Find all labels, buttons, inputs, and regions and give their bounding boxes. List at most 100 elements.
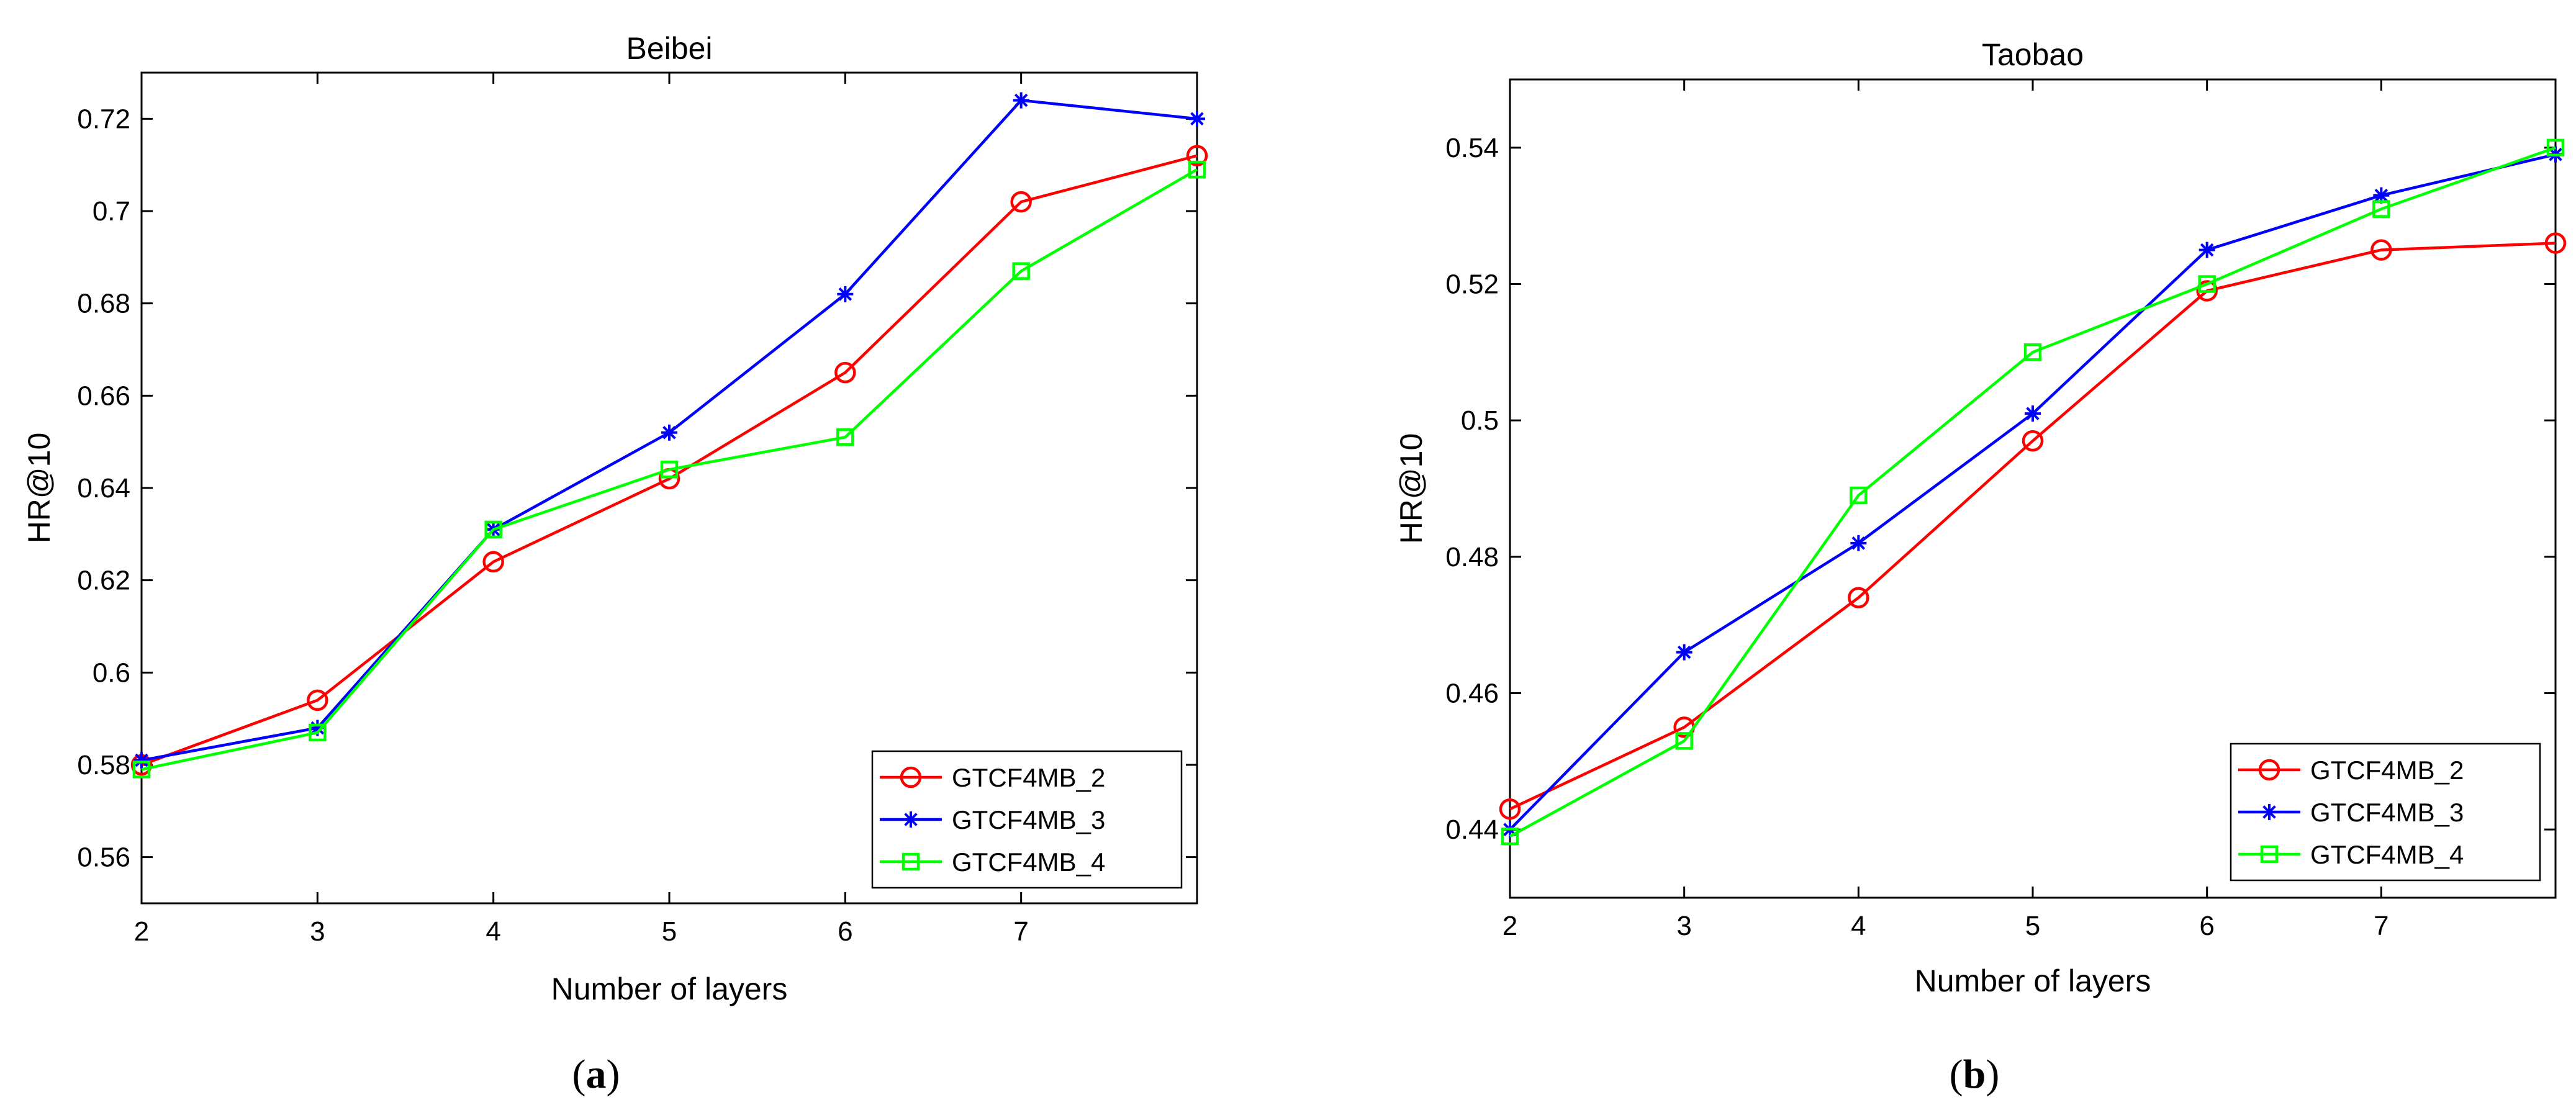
caption-open: ( bbox=[1950, 1052, 1963, 1097]
data-point bbox=[834, 361, 856, 384]
x-tick-label: 6 bbox=[838, 916, 852, 947]
chart-title: Beibei bbox=[626, 31, 713, 66]
data-point bbox=[2372, 200, 2390, 218]
data-point bbox=[1013, 92, 1029, 109]
data-point bbox=[1676, 644, 1692, 661]
y-axis-title: HR@10 bbox=[1394, 433, 1429, 544]
x-tick-label: 5 bbox=[662, 916, 677, 947]
data-point bbox=[1188, 160, 1206, 179]
series-line bbox=[141, 168, 1198, 771]
legend-marker bbox=[2258, 759, 2280, 781]
y-tick-label: 0.66 bbox=[77, 381, 130, 411]
legend-marker bbox=[902, 852, 920, 871]
legend-label: GTCF4MB_3 bbox=[952, 805, 1105, 834]
data-point bbox=[2023, 343, 2042, 361]
y-axis-title: HR@10 bbox=[22, 433, 56, 544]
legend-entry: GTCF4MB_3 bbox=[2238, 798, 2464, 827]
data-point bbox=[2198, 275, 2216, 293]
legend-marker bbox=[2260, 845, 2279, 864]
x-axis-title: Number of layers bbox=[551, 972, 788, 1006]
chart-title: Taobao bbox=[1982, 37, 2084, 72]
caption-letter: b bbox=[1963, 1052, 1986, 1097]
data-point bbox=[1012, 262, 1030, 280]
panel-caption: (b) bbox=[1950, 1052, 2000, 1097]
data-point bbox=[1501, 827, 1519, 846]
data-point bbox=[482, 551, 504, 573]
data-point bbox=[1675, 732, 1693, 750]
data-point bbox=[661, 424, 677, 441]
data-point bbox=[307, 689, 328, 711]
legend-entry: GTCF4MB_4 bbox=[880, 847, 1105, 877]
x-tick-label: 4 bbox=[1851, 911, 1866, 941]
data-point bbox=[132, 761, 151, 779]
series-line bbox=[1509, 242, 2556, 811]
legend-marker bbox=[2261, 804, 2277, 820]
legend-label: GTCF4MB_4 bbox=[952, 847, 1105, 877]
data-point bbox=[1850, 535, 1867, 551]
data-point bbox=[484, 520, 502, 539]
data-point bbox=[660, 461, 679, 479]
y-tick-label: 0.6 bbox=[93, 657, 130, 688]
data-point bbox=[2022, 430, 2044, 452]
x-tick-label: 3 bbox=[310, 916, 325, 947]
series-gtcf4mb-2 bbox=[130, 145, 1208, 776]
legend: GTCF4MB_2 GTCF4MB_3 GTCF4MB_4 bbox=[2230, 743, 2541, 882]
panel-caption: (a) bbox=[572, 1052, 620, 1097]
y-tick-label: 0.7 bbox=[93, 196, 130, 227]
x-tick-label: 2 bbox=[134, 916, 149, 947]
data-point bbox=[2025, 405, 2041, 422]
legend-label: GTCF4MB_2 bbox=[2310, 756, 2464, 785]
chart-1: Beibei 0.56 0.58 0.6 0.62 0.64 0.66 0.68 0.7 0.72… bbox=[22, 31, 1208, 1097]
legend-entry: GTCF4MB_2 bbox=[880, 763, 1105, 792]
series-line bbox=[1509, 146, 2556, 838]
legend-marker bbox=[903, 811, 919, 828]
data-point bbox=[2370, 239, 2392, 261]
series-line bbox=[1509, 153, 2556, 831]
legend-marker bbox=[900, 766, 922, 788]
legend-label: GTCF4MB_4 bbox=[2310, 840, 2464, 869]
data-point bbox=[1499, 798, 1521, 820]
legend-entry: GTCF4MB_3 bbox=[880, 805, 1105, 834]
series-line bbox=[141, 154, 1198, 767]
data-point bbox=[2546, 138, 2565, 157]
data-point bbox=[2544, 232, 2567, 254]
y-tick-label: 0.44 bbox=[1445, 815, 1499, 845]
legend: GTCF4MB_2 GTCF4MB_3 GTCF4MB_4 bbox=[871, 750, 1183, 889]
data-point bbox=[837, 286, 854, 302]
data-point bbox=[1010, 191, 1032, 213]
x-tick-label: 6 bbox=[2199, 911, 2214, 941]
series-gtcf4mb-2 bbox=[1499, 232, 2567, 820]
data-point bbox=[1850, 486, 1868, 505]
data-point bbox=[1848, 587, 1869, 608]
x-axis-title: Number of layers bbox=[1915, 964, 2151, 998]
caption-letter: a bbox=[586, 1052, 607, 1097]
data-point bbox=[1189, 111, 1205, 127]
x-tick-label: 2 bbox=[1503, 911, 1517, 941]
data-point bbox=[2196, 280, 2218, 302]
y-tick-label: 0.52 bbox=[1445, 269, 1499, 300]
y-tick-label: 0.72 bbox=[77, 104, 130, 134]
legend-label: GTCF4MB_2 bbox=[952, 763, 1105, 792]
y-tick-label: 0.68 bbox=[77, 289, 130, 319]
y-tick-label: 0.46 bbox=[1445, 679, 1499, 709]
data-point bbox=[133, 752, 150, 769]
data-point bbox=[836, 428, 854, 446]
caption-close: ) bbox=[607, 1052, 620, 1097]
y-tick-label: 0.62 bbox=[77, 566, 130, 596]
x-tick-label: 4 bbox=[486, 916, 500, 947]
y-tick-label: 0.54 bbox=[1445, 133, 1499, 163]
y-tick-label: 0.48 bbox=[1445, 542, 1499, 572]
y-tick-label: 0.56 bbox=[77, 842, 130, 873]
x-tick-label: 7 bbox=[1013, 916, 1028, 947]
data-point bbox=[309, 723, 327, 742]
x-tick-label: 3 bbox=[1676, 911, 1691, 941]
series-gtcf4mb-4 bbox=[132, 160, 1206, 779]
chart-2: Taobao 0.44 0.46 0.48 0.5 0.52 0.54 2 3 4 5 6 7 Numbe… bbox=[1394, 37, 2567, 1097]
legend-entry: GTCF4MB_2 bbox=[2238, 756, 2464, 785]
series-gtcf4mb-3 bbox=[133, 92, 1205, 769]
legend-label: GTCF4MB_3 bbox=[2310, 798, 2464, 827]
data-point bbox=[1186, 145, 1208, 167]
caption-open: ( bbox=[572, 1052, 586, 1097]
y-tick-label: 0.5 bbox=[1461, 405, 1499, 436]
